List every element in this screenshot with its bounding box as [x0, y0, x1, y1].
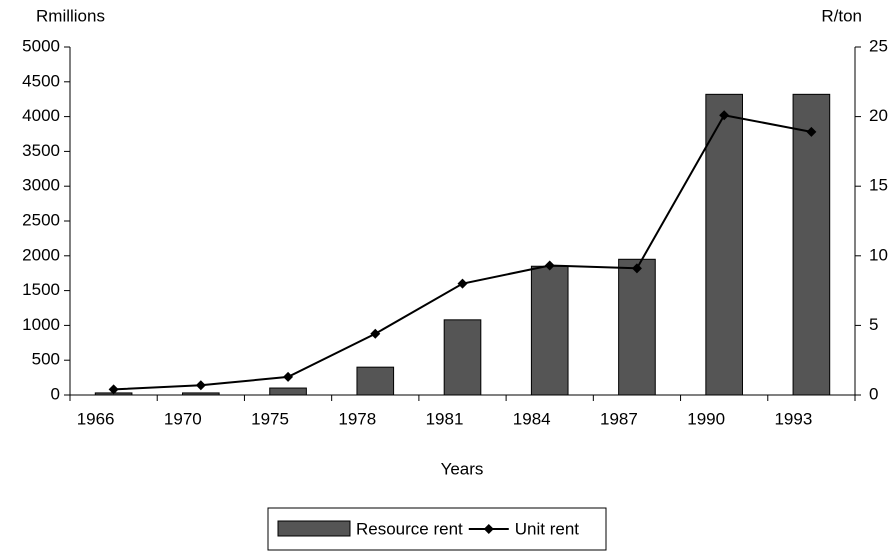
bar: [705, 93, 743, 396]
bar: [530, 265, 569, 396]
y2-tick-label: 20: [869, 106, 888, 125]
x-tick-label: 1993: [774, 409, 812, 428]
x-tick-label: 1966: [77, 409, 115, 428]
legend-label: Unit rent: [515, 519, 580, 538]
line-marker: [457, 278, 468, 289]
y-tick-label: 4000: [22, 106, 60, 125]
y2-tick-label: 5: [869, 315, 878, 334]
x-tick-label: 1970: [164, 409, 202, 428]
y-tick-label: 1000: [22, 315, 60, 334]
y-tick-label: 1500: [22, 280, 60, 299]
line-marker: [283, 371, 294, 382]
legend-swatch: [277, 520, 351, 537]
x-tick-label: 1981: [426, 409, 464, 428]
y2-tick-label: 0: [869, 384, 878, 403]
x-tick-label: 1984: [513, 409, 551, 428]
line-marker: [631, 263, 642, 274]
x-tick-label: 1990: [687, 409, 725, 428]
bar: [182, 392, 220, 396]
x-tick-label: 1987: [600, 409, 638, 428]
line-marker: [806, 126, 817, 137]
bar: [443, 319, 482, 396]
x-tick-label: 1975: [251, 409, 289, 428]
y-tick-label: 0: [51, 384, 60, 403]
legend-box: [267, 507, 607, 551]
legend-label: Resource rent: [356, 519, 463, 538]
line-marker: [370, 328, 381, 339]
y2-axis-label: R/ton: [821, 6, 862, 25]
y2-tick-label: 15: [869, 176, 888, 195]
bar: [356, 366, 395, 396]
y-tick-label: 4500: [22, 71, 60, 90]
y-tick-label: 2500: [22, 210, 60, 229]
bar: [792, 93, 831, 396]
bar: [269, 387, 307, 396]
y-tick-label: 3500: [22, 141, 60, 160]
line-marker: [544, 260, 555, 271]
bar: [618, 258, 656, 396]
y2-tick-label: 25: [869, 36, 888, 55]
y-tick-label: 500: [32, 350, 60, 369]
y2-tick-label: 10: [869, 245, 888, 264]
legend-marker: [483, 524, 494, 534]
line-marker: [719, 110, 730, 121]
y-tick-label: 3000: [22, 176, 60, 195]
x-axis-label: Years: [441, 459, 484, 478]
line-marker: [108, 384, 119, 395]
y-tick-label: 2000: [22, 245, 60, 264]
x-tick-label: 1978: [338, 409, 376, 428]
y-tick-label: 5000: [22, 36, 60, 55]
y-axis-label: Rmillions: [36, 6, 105, 25]
line-marker: [195, 380, 206, 391]
